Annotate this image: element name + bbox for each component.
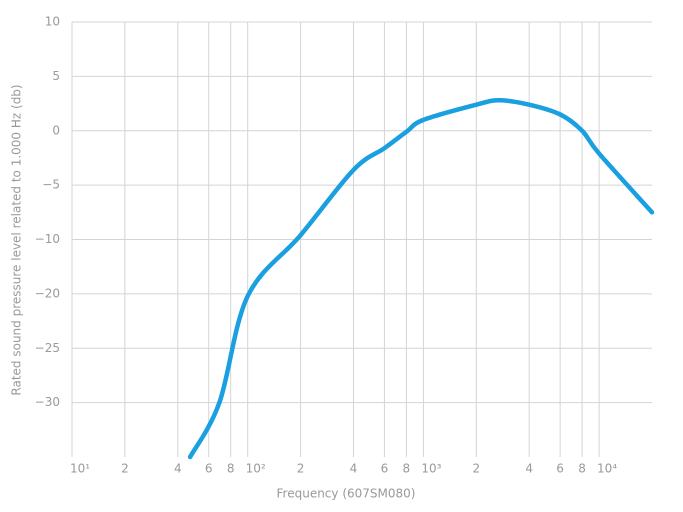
y-tick-label: −5 bbox=[42, 178, 60, 192]
x-tick-label: 8 bbox=[227, 462, 235, 476]
x-tick-label: 10² bbox=[246, 462, 266, 476]
y-tick-label: −20 bbox=[35, 286, 60, 300]
x-tick-label: 10¹ bbox=[70, 462, 90, 476]
x-tick-label: 10⁴ bbox=[597, 462, 617, 476]
x-tick-label: 8 bbox=[578, 462, 586, 476]
x-tick-label: 4 bbox=[350, 462, 358, 476]
x-tick-label: 6 bbox=[556, 462, 564, 476]
x-tick-label: 6 bbox=[381, 462, 389, 476]
x-tick-label: 8 bbox=[403, 462, 411, 476]
x-tick-label: 10³ bbox=[421, 462, 441, 476]
x-axis-title: Frequency (607SM080) bbox=[277, 487, 416, 501]
y-tick-label: −30 bbox=[35, 395, 60, 409]
y-axis-title: Rated sound pressure level related to 1.… bbox=[10, 84, 24, 395]
y-tick-label: −10 bbox=[35, 232, 60, 246]
y-tick-label: 10 bbox=[45, 15, 60, 29]
x-tick-label: 2 bbox=[297, 462, 305, 476]
x-tick-label: 2 bbox=[121, 462, 129, 476]
y-tick-label: 0 bbox=[52, 123, 60, 137]
x-tick-label: 6 bbox=[205, 462, 213, 476]
x-tick-label: 2 bbox=[472, 462, 480, 476]
x-tick-label: 4 bbox=[525, 462, 533, 476]
y-tick-label: 5 bbox=[52, 69, 60, 83]
x-tick-label: 4 bbox=[174, 462, 182, 476]
line-series bbox=[187, 98, 655, 460]
y-tick-label: −25 bbox=[35, 341, 60, 355]
